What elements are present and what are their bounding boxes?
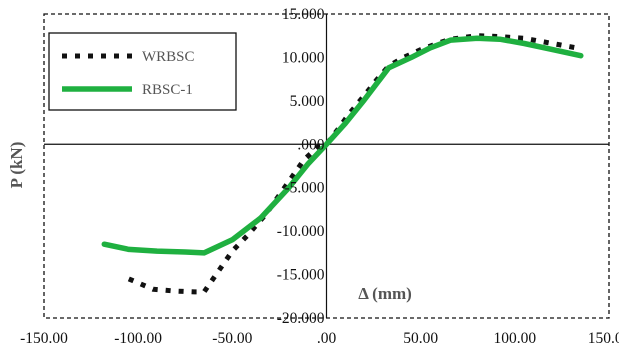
y-tick-label: 10.000 xyxy=(282,49,325,66)
x-tick-label: 150.00 xyxy=(588,330,619,347)
y-axis-label: P (kN) xyxy=(7,142,26,189)
y-tick-label: 5.000 xyxy=(290,93,325,110)
legend-box xyxy=(48,32,237,111)
tick-labels: -150.00 -100.00 -50.00 .00 50.00 100.00 150.00… xyxy=(20,6,619,347)
x-axis-label: Δ (mm) xyxy=(358,284,412,303)
x-tick-label: -150.00 xyxy=(20,330,68,347)
legend-label-wrbsc: WRBSC xyxy=(142,49,195,65)
x-tick-label: -100.00 xyxy=(114,330,162,347)
y-tick-label: .000 xyxy=(297,136,324,153)
y-tick-label: 15.000 xyxy=(282,6,325,23)
series-layer xyxy=(101,33,584,295)
legend: WRBSC RBSC-1 xyxy=(48,32,237,111)
y-tick-label: -10.000 xyxy=(277,223,325,240)
x-tick-label: 100.00 xyxy=(494,330,537,347)
y-tick-label: -5.000 xyxy=(284,180,324,197)
legend-label-rbsc-1: RBSC-1 xyxy=(142,82,193,98)
x-tick-label: .00 xyxy=(317,330,337,347)
x-tick-label: -50.00 xyxy=(212,330,252,347)
series-rbsc-1 xyxy=(101,35,584,256)
y-tick-label: -20.000 xyxy=(277,310,325,327)
y-tick-label: -15.000 xyxy=(277,267,325,284)
x-tick-label: 50.00 xyxy=(403,330,438,347)
